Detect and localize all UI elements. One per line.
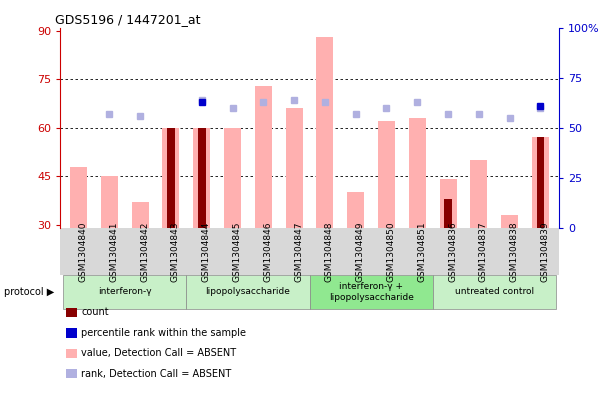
- Text: GSM1304841: GSM1304841: [109, 221, 118, 282]
- Bar: [444, 199, 452, 228]
- Bar: [167, 128, 175, 228]
- Bar: [224, 128, 241, 228]
- Text: GSM1304848: GSM1304848: [325, 221, 334, 282]
- Text: lipopolysaccharide: lipopolysaccharide: [206, 287, 290, 296]
- Bar: [378, 121, 395, 228]
- Text: GSM1304849: GSM1304849: [356, 221, 365, 282]
- Text: GSM1304850: GSM1304850: [386, 221, 395, 282]
- Bar: [162, 128, 180, 228]
- Bar: [471, 160, 487, 228]
- Text: GSM1304846: GSM1304846: [263, 221, 272, 282]
- Bar: [501, 215, 518, 228]
- Bar: [132, 202, 148, 228]
- Text: GSM1304843: GSM1304843: [171, 221, 180, 282]
- Text: GSM1304839: GSM1304839: [540, 221, 549, 282]
- Text: GSM1304845: GSM1304845: [233, 221, 242, 282]
- Bar: [537, 138, 545, 228]
- Text: percentile rank within the sample: percentile rank within the sample: [81, 328, 246, 338]
- Bar: [70, 167, 87, 228]
- Text: untreated control: untreated control: [455, 287, 534, 296]
- Text: GSM1304840: GSM1304840: [79, 221, 88, 282]
- Bar: [439, 180, 457, 228]
- Text: GSM1304836: GSM1304836: [448, 221, 457, 282]
- Text: GSM1304837: GSM1304837: [479, 221, 488, 282]
- Bar: [194, 128, 210, 228]
- Text: interferon-γ: interferon-γ: [98, 287, 151, 296]
- Bar: [285, 108, 302, 228]
- Text: GSM1304838: GSM1304838: [510, 221, 519, 282]
- Text: count: count: [81, 307, 109, 318]
- Text: interferon-γ +
lipopolysaccharide: interferon-γ + lipopolysaccharide: [329, 282, 413, 301]
- Bar: [317, 37, 334, 228]
- Text: GDS5196 / 1447201_at: GDS5196 / 1447201_at: [55, 13, 201, 26]
- Bar: [409, 118, 426, 228]
- Text: protocol ▶: protocol ▶: [4, 287, 54, 297]
- Bar: [532, 138, 549, 228]
- Text: value, Detection Call = ABSENT: value, Detection Call = ABSENT: [81, 348, 236, 358]
- Text: GSM1304842: GSM1304842: [140, 221, 149, 282]
- Bar: [198, 128, 206, 228]
- Text: rank, Detection Call = ABSENT: rank, Detection Call = ABSENT: [81, 369, 231, 379]
- Bar: [101, 176, 118, 228]
- Text: GSM1304847: GSM1304847: [294, 221, 303, 282]
- Bar: [347, 193, 364, 228]
- Bar: [255, 86, 272, 228]
- Text: GSM1304851: GSM1304851: [417, 221, 426, 282]
- Text: GSM1304844: GSM1304844: [202, 221, 211, 282]
